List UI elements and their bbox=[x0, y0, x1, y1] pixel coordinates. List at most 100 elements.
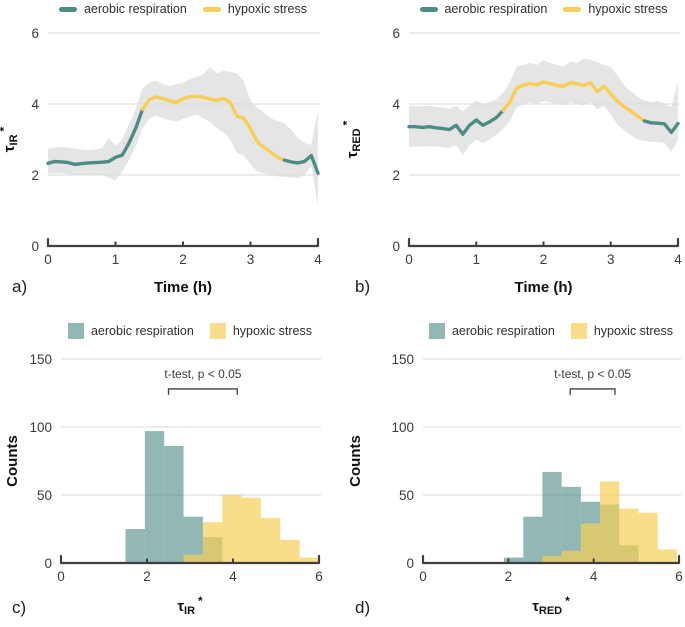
legend-swatch-aerobic bbox=[67, 323, 84, 339]
legend-item-aerobic: aerobic respiration bbox=[67, 323, 194, 339]
significance-bracket bbox=[569, 388, 616, 395]
panel-letter: b) bbox=[355, 277, 370, 296]
panel-letter: a) bbox=[12, 277, 27, 296]
legend-swatch-hypoxic bbox=[563, 6, 582, 12]
y-tick-label: 150 bbox=[29, 352, 52, 367]
x-tick-label: 1 bbox=[112, 252, 120, 267]
confidence-band bbox=[48, 67, 318, 206]
panel-letter: c) bbox=[12, 598, 26, 617]
histogram-bar-aerobic bbox=[542, 471, 562, 563]
y-tick-label: 6 bbox=[31, 26, 39, 41]
x-axis bbox=[59, 554, 321, 565]
chart-b: 0 1 2 3 4 0 2 4 6 Time (h) τRED* b) bbox=[343, 26, 682, 296]
y-tick-label: 0 bbox=[31, 239, 39, 254]
x-tick-label: 2 bbox=[143, 569, 151, 584]
x-tick-label: 0 bbox=[44, 252, 52, 267]
x-tick-label: 4 bbox=[229, 569, 237, 584]
legend-label: hypoxic stress bbox=[588, 2, 668, 16]
series-line-aerobic bbox=[282, 153, 320, 175]
panel-letter: d) bbox=[355, 598, 370, 617]
histogram-bar-aerobic bbox=[561, 486, 581, 563]
x-tick-label: 3 bbox=[247, 252, 255, 267]
panel-a: aerobic respiration hypoxic stress 0 1 2 3 4 0 2… bbox=[0, 0, 342, 313]
histogram-bar-hypoxic bbox=[202, 522, 223, 563]
panel-b: aerobic respiration hypoxic stress 0 1 2 3 4 0 2… bbox=[343, 0, 685, 313]
legend-item-hypoxic: hypoxic stress bbox=[209, 323, 312, 339]
legend: aerobic respiration hypoxic stress bbox=[419, 2, 668, 16]
y-tick-label: 0 bbox=[44, 556, 52, 571]
histogram-bar-hypoxic bbox=[260, 518, 281, 563]
legend-swatch-aerobic bbox=[419, 6, 438, 12]
x-tick-label: 0 bbox=[57, 569, 65, 584]
y-tick-label: 100 bbox=[29, 420, 52, 435]
significance-bracket bbox=[167, 388, 238, 395]
histogram-bar-hypoxic bbox=[542, 556, 562, 563]
legend: aerobic respiration hypoxic stress bbox=[67, 323, 312, 339]
legend-item-hypoxic: hypoxic stress bbox=[202, 2, 308, 16]
y-tick-label: 4 bbox=[392, 97, 400, 112]
panel-c: aerobic respiration hypoxic stress t-test,… bbox=[0, 313, 342, 627]
x-axis-title: τIR* bbox=[177, 594, 203, 617]
x-axis-title: τRED* bbox=[532, 594, 570, 617]
y-tick-label: 2 bbox=[31, 168, 39, 183]
histogram-bar-aerobic bbox=[504, 557, 524, 563]
x-tick-label: 2 bbox=[540, 252, 548, 267]
legend-label: hypoxic stress bbox=[593, 324, 674, 338]
legend-item-aerobic: aerobic respiration bbox=[428, 323, 555, 339]
histogram-bar-hypoxic bbox=[561, 550, 581, 563]
chart-d: t-test, p < 0.05 0 2 4 6 0 50 100 150 τRED* Counts… bbox=[347, 352, 683, 617]
histogram-bar-hypoxic bbox=[241, 497, 261, 563]
series-line-hypoxic bbox=[140, 94, 286, 162]
legend-label: aerobic respiration bbox=[83, 2, 187, 16]
legend-label: aerobic respiration bbox=[444, 2, 548, 16]
legend: aerobic respiration hypoxic stress bbox=[428, 323, 674, 339]
y-tick-label: 0 bbox=[392, 239, 400, 254]
x-tick-label: 1 bbox=[472, 252, 480, 267]
legend-item-aerobic: aerobic respiration bbox=[58, 2, 187, 16]
legend-label: aerobic respiration bbox=[90, 324, 194, 338]
x-axis-title: Time (h) bbox=[154, 279, 212, 296]
y-axis-title: τIR* bbox=[0, 126, 20, 152]
legend-label: hypoxic stress bbox=[227, 2, 308, 16]
x-tick-label: 2 bbox=[179, 252, 187, 267]
histogram-bar-hypoxic bbox=[600, 481, 620, 563]
panel-d: aerobic respiration hypoxic stress t-test,… bbox=[343, 313, 685, 627]
histogram-bar-aerobic bbox=[144, 431, 165, 563]
x-tick-label: 2 bbox=[505, 569, 513, 584]
y-tick-label: 150 bbox=[391, 352, 414, 367]
x-tick-label: 6 bbox=[315, 569, 323, 584]
x-tick-label: 0 bbox=[419, 569, 427, 584]
legend-swatch-hypoxic bbox=[570, 323, 587, 339]
legend-label: aerobic respiration bbox=[451, 324, 555, 338]
histogram-bar-hypoxic bbox=[638, 512, 658, 563]
x-tick-label: 6 bbox=[675, 569, 683, 584]
significance-label: t-test, p < 0.05 bbox=[554, 367, 631, 381]
legend-swatch-aerobic bbox=[428, 323, 445, 339]
legend-swatch-hypoxic bbox=[202, 6, 221, 12]
histogram-bar-hypoxic bbox=[183, 554, 203, 563]
x-tick-label: 4 bbox=[590, 569, 598, 584]
confidence-band bbox=[409, 58, 678, 156]
histogram-bar-aerobic bbox=[183, 516, 203, 563]
y-axis-title: Counts bbox=[4, 435, 21, 487]
x-tick-label: 3 bbox=[607, 252, 615, 267]
legend-item-aerobic: aerobic respiration bbox=[419, 2, 547, 16]
histogram-bar-hypoxic bbox=[222, 495, 242, 563]
chart-a: 0 1 2 3 4 0 2 4 6 Time (h) τIR* a) bbox=[0, 26, 322, 296]
y-tick-label: 4 bbox=[31, 97, 39, 112]
x-axis bbox=[421, 554, 681, 565]
histogram-bar-hypoxic bbox=[580, 523, 601, 563]
x-tick-label: 4 bbox=[314, 252, 322, 267]
series-line-hypoxic bbox=[501, 80, 647, 123]
legend: aerobic respiration hypoxic stress bbox=[58, 2, 308, 16]
series-line-aerobic bbox=[642, 119, 680, 135]
x-axis-title: Time (h) bbox=[514, 279, 572, 296]
histogram-bar-hypoxic bbox=[619, 508, 639, 563]
histogram-bar-hypoxic bbox=[657, 549, 677, 563]
chart-c: t-test, p < 0.05 0 2 4 6 0 50 100 150 τIR* Counts c… bbox=[4, 352, 323, 617]
histogram-bar-aerobic bbox=[523, 516, 543, 563]
y-tick-label: 100 bbox=[391, 420, 414, 435]
histogram-bar-aerobic bbox=[164, 446, 184, 563]
legend-item-hypoxic: hypoxic stress bbox=[570, 323, 674, 339]
